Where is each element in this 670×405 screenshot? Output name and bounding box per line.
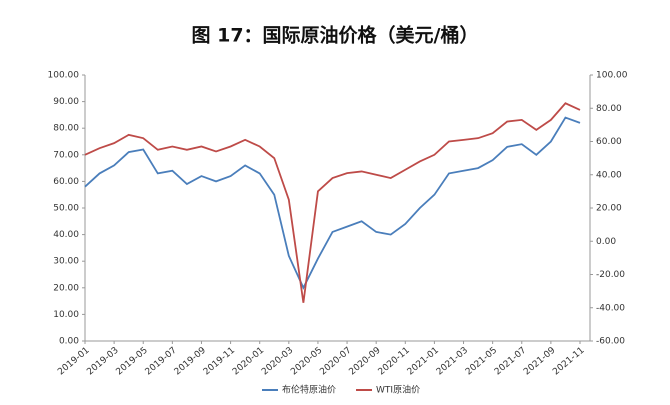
y2-tick-label: 60.00 [596, 137, 622, 147]
x-tick-label: 2019-07 [144, 346, 179, 378]
y2-tick-label: -20.00 [596, 270, 625, 280]
series-line [84, 102, 581, 303]
x-tick-label: 2021-05 [464, 346, 499, 378]
y2-tick-label: -40.00 [596, 303, 625, 313]
x-tick-label: 2020-11 [377, 346, 412, 378]
legend-label: 布伦特原油价 [282, 384, 336, 396]
y-tick-label: 50.00 [53, 204, 79, 214]
y2-tick-label: 100.00 [596, 71, 628, 81]
y2-tick-label: 0.00 [596, 237, 616, 247]
y-tick-label: 80.00 [53, 124, 79, 134]
y2-tick-label: 40.00 [596, 170, 622, 180]
y-tick-label: 40.00 [53, 230, 79, 240]
x-tick-label: 2020-05 [289, 346, 324, 378]
x-tick-label: 2019-01 [56, 346, 91, 378]
y-tick-label: 0.00 [59, 337, 79, 347]
y-tick-label: 20.00 [53, 283, 79, 293]
x-tick-label: 2020-01 [231, 346, 266, 378]
y2-tick-label: -60.00 [596, 337, 625, 347]
chart-title: 图 17：国际原油价格（美元/桶） [192, 24, 479, 47]
x-tick-label: 2021-01 [406, 346, 441, 378]
series-line [84, 116, 581, 290]
y-tick-label: 90.00 [53, 97, 79, 107]
x-tick-label: 2019-11 [202, 346, 237, 378]
y-tick-label: 70.00 [53, 150, 79, 160]
x-tick-label: 2021-09 [522, 345, 557, 377]
x-tick-label: 2019-05 [115, 346, 150, 378]
y2-tick-label: 80.00 [596, 104, 622, 114]
y2-tick-label: 20.00 [596, 204, 622, 214]
x-tick-label: 2021-07 [493, 346, 528, 378]
y-tick-label: 60.00 [53, 177, 79, 187]
y-tick-label: 30.00 [53, 257, 79, 267]
y-tick-label: 10.00 [53, 310, 79, 320]
x-tick-label: 2021-03 [435, 346, 470, 378]
x-tick-label: 2019-09 [173, 345, 208, 377]
y-tick-label: 100.00 [48, 71, 80, 81]
x-tick-label: 2020-09 [347, 345, 382, 377]
x-tick-label: 2021-11 [551, 346, 586, 378]
x-tick-label: 2020-03 [260, 346, 295, 378]
legend-label: WTI原油价 [376, 384, 420, 396]
x-tick-label: 2019-03 [85, 346, 120, 378]
x-tick-label: 2020-07 [318, 346, 353, 378]
